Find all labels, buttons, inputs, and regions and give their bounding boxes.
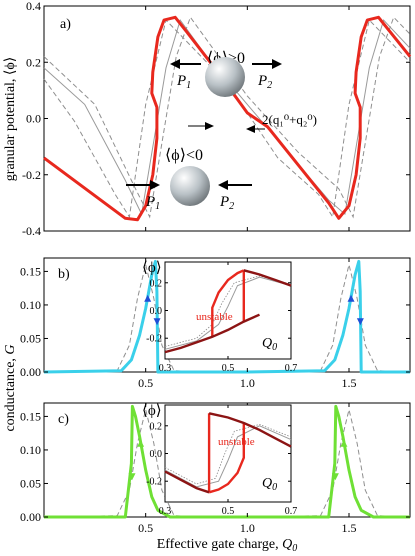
y-tick-label: 0.05 [20,477,41,491]
panel-a-ticks: -0.4 -0.2 0.0 0.2 0.4 [22,0,410,238]
direction-arrow-up [347,294,355,302]
y-tick-label: 0.0 [150,306,163,317]
x-tick-label: 1.5 [342,521,357,535]
y-tick-label: 0.4 [26,0,41,13]
x-tick-label: 1.5 [342,376,357,390]
p1-label-positive: P1 [176,73,191,91]
inset-series-red-unstable [208,423,245,494]
panel-b-inset-ticks: 0.3 0.5 0.7 -0.2 0.0 0.2 [146,262,297,374]
y-tick-label: 0.0 [150,449,163,460]
inset-series-gray-dotted [164,423,292,485]
x-tick-label: 0.7 [285,363,298,374]
x-tick-label: 0.3 [159,506,172,517]
panel-b-inset-curves [164,269,292,354]
y-tick-label: 0.15 [20,265,41,279]
inset-series-gray-solid [164,276,292,350]
y-tick-label: 0.00 [20,510,41,524]
y-tick-label: 0.2 [26,55,41,69]
p2-label-negative: P2 [219,194,234,212]
x-tick-label: 0.3 [159,363,172,374]
series-red-thick [43,15,412,222]
width-label: 2(q₁⁰+q₂⁰) [262,112,317,127]
y-tick-label: 0.00 [20,365,41,379]
panel-c-label: c) [58,412,69,427]
inset-series-gray-dotted [164,275,292,347]
y-tick-label: -0.2 [146,477,162,488]
sphere-annotation-positive: ⟨ϕ⟩>0 P1 P2 [170,50,282,97]
panel-c-inset-ticks: 0.3 0.5 0.7 -0.2 0.0 0.2 [146,405,297,517]
direction-arrow-down [331,473,339,481]
direction-arrow-up [144,294,152,302]
panel-c-ticks: 0.5 1.0 1.5 0.00 0.05 0.10 0.15 [20,403,410,535]
inset-series-darkred-lower [164,470,210,494]
arrow-right-positive-head [272,59,282,69]
panel-c-inset-curves [164,412,292,494]
series-gray-dashed-right [43,16,411,219]
x-tick-label: 0.7 [285,506,298,517]
x-tick-label: 0.5 [222,363,235,374]
y-tick-label: 0.05 [20,332,41,346]
direction-arrow-up [340,439,348,447]
p1-label-negative: P1 [145,194,160,212]
y-tick-label: -0.2 [146,334,162,345]
sphere-icon-negative [170,166,210,206]
direction-arrow-down [153,318,161,326]
width-arrow-left-head [205,122,214,130]
panel-a-label: a) [60,17,71,32]
y-tick-label: 0.2 [150,421,163,432]
panel-c-inset-frame [164,404,292,503]
sphere-icon-positive [205,57,245,97]
y-tick-label: 0.0 [26,112,41,126]
panel-b-inset-note: unstable [196,311,233,323]
arrow-left-positive-head [170,59,180,69]
panel-b-inset-ylabel: ⟨ϕ⟩ [142,260,162,276]
width-arrow-right-head [246,125,255,133]
panel-b-inset-xlabel: Q0 [262,336,277,353]
panel-b-inset: 0.3 0.5 0.7 -0.2 0.0 0.2 ⟨ϕ⟩ Q0 unstable [142,260,297,374]
x-tick-label: 0.5 [222,506,235,517]
x-axis-label: Effective gate charge, Q0 [157,537,298,554]
annot-phi-negative: ⟨ϕ⟩<0 [165,147,203,164]
y-tick-label: 0.15 [20,410,41,424]
panel-c-inset-xlabel: Q0 [262,476,277,493]
panel-c-inset-ylabel: ⟨ϕ⟩ [142,403,162,419]
x-tick-label: 1.0 [240,376,255,390]
y-tick-label: 0.10 [20,298,41,312]
y-tick-label: 0.2 [150,278,163,289]
y-tick-label: 0.10 [20,443,41,457]
x-tick-label: 0.5 [138,521,153,535]
inset-series-darkred-upper [208,412,292,448]
p2-label-positive: P2 [257,73,272,91]
inset-series-darkred-upper [243,269,292,287]
panel-b-label: b) [58,267,70,282]
width-annotation: 2(q₁⁰+q₂⁰) [188,112,317,133]
y-axis-label-conductance: conductance, G [3,344,18,431]
series-gray-dashed-left [43,19,411,219]
direction-arrow-down [356,318,364,326]
x-tick-label: 0.5 [138,376,153,390]
y-axis-label-potential: granular potential, ⟨ϕ⟩ [3,57,18,181]
inset-series-red-unstable [211,269,245,337]
sphere-annotation-negative: ⟨ϕ⟩<0 P1 P2 [126,147,252,212]
direction-arrow-down [128,473,136,481]
inset-series-darkred-lower [164,313,260,354]
y-tick-label: -0.2 [22,168,41,182]
arrow-right-negative-head [150,180,160,190]
direction-arrow-up [137,439,145,447]
panel-c-inset: 0.3 0.5 0.7 -0.2 0.0 0.2 ⟨ϕ⟩ Q0 unstable [142,403,297,517]
panel-b-ticks: 0.5 1.0 1.5 0.00 0.05 0.10 0.15 [20,258,410,390]
x-tick-label: 1.0 [240,521,255,535]
y-tick-label: -0.4 [22,224,41,238]
arrow-left-negative-head [218,180,228,190]
panel-c-inset-note: unstable [218,436,255,448]
